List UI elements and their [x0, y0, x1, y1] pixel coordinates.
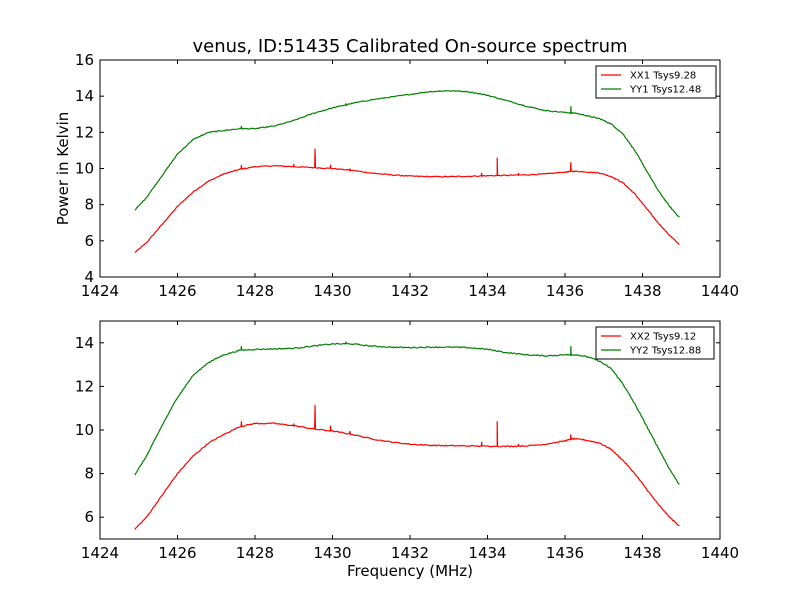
- y-tick-label: 12: [75, 377, 94, 395]
- y-tick-label: 6: [84, 232, 94, 250]
- figure-title: venus, ID:51435 Calibrated On-source spe…: [192, 36, 627, 57]
- y-tick-label: 10: [75, 160, 94, 178]
- x-axis-label: Frequency (MHz): [347, 562, 473, 580]
- x-tick-label: 1424: [81, 544, 119, 562]
- y-tick-label: 16: [75, 51, 94, 69]
- y-tick-label: 4: [84, 268, 94, 286]
- legend: XX2 Tsys9.12 YY2 Tsys12.88: [596, 327, 714, 359]
- x-tick-label: 1430: [313, 544, 351, 562]
- y-tick-label: 14: [75, 334, 94, 352]
- x-tick-label: 1440: [701, 282, 739, 300]
- legend-label: YY2 Tsys12.88: [629, 346, 701, 357]
- y-tick-label: 6: [84, 508, 94, 526]
- y-tick-label: 8: [84, 196, 94, 214]
- x-tick-label: 1430: [313, 282, 351, 300]
- x-tick-label: 1428: [236, 544, 274, 562]
- x-tick-label: 1434: [468, 282, 506, 300]
- legend-label: XX2 Tsys9.12: [630, 332, 696, 343]
- x-tick-label: 1426: [158, 282, 196, 300]
- x-tick-label: 1434: [468, 544, 506, 562]
- x-tick-label: 1436: [546, 282, 584, 300]
- x-tick-label: 1426: [158, 544, 196, 562]
- x-tick-label: 1440: [701, 544, 739, 562]
- x-tick-label: 1438: [623, 282, 661, 300]
- y-axis-label: Power in Kelvin: [54, 112, 72, 226]
- y-tick-label: 12: [75, 123, 94, 141]
- x-tick-label: 1428: [236, 282, 274, 300]
- x-tick-label: 1432: [391, 544, 429, 562]
- y-tick-label: 8: [84, 465, 94, 483]
- x-tick-label: 1438: [623, 544, 661, 562]
- legend-label: YY1 Tsys12.48: [629, 85, 701, 96]
- x-tick-label: 1436: [546, 544, 584, 562]
- x-tick-label: 1432: [391, 282, 429, 300]
- legend: XX1 Tsys9.28 YY1 Tsys12.48: [596, 66, 716, 98]
- y-tick-label: 10: [75, 421, 94, 439]
- y-tick-label: 14: [75, 87, 94, 105]
- legend-label: XX1 Tsys9.28: [630, 71, 696, 82]
